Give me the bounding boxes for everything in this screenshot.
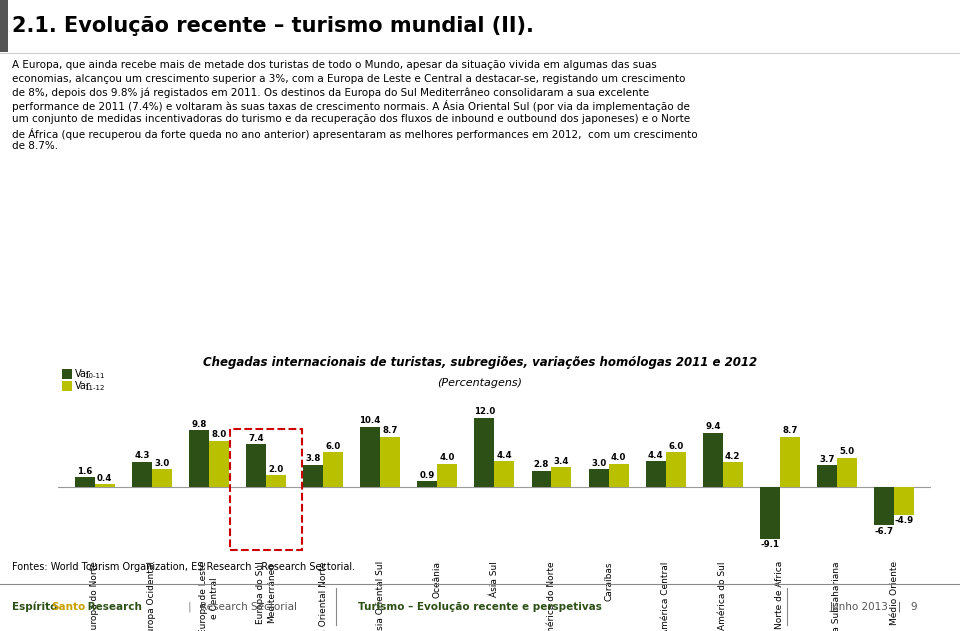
Text: 8.7: 8.7	[782, 426, 798, 435]
Bar	[494, 461, 515, 487]
Text: 0.4: 0.4	[97, 474, 112, 483]
Bar	[894, 487, 914, 515]
Text: Var: Var	[75, 369, 91, 379]
Text: A Europa, que ainda recebe mais de metade dos turistas de todo o Mundo, apesar d: A Europa, que ainda recebe mais de metad…	[12, 60, 657, 70]
Bar	[609, 464, 629, 487]
Text: 8.0: 8.0	[211, 430, 227, 439]
Text: (Percentagens): (Percentagens)	[438, 378, 522, 388]
Text: performance de 2011 (7.4%) e voltaram às suas taxas de crescimento normais. A Ás: performance de 2011 (7.4%) e voltaram às…	[12, 100, 689, 112]
Text: 9.8: 9.8	[191, 420, 206, 429]
Bar	[723, 463, 743, 487]
Bar	[95, 485, 114, 487]
Text: 5.0: 5.0	[839, 447, 854, 456]
Bar	[380, 437, 400, 487]
Text: 8.7: 8.7	[382, 426, 398, 435]
Text: 6.0: 6.0	[325, 442, 341, 451]
Bar	[532, 471, 551, 487]
Bar	[360, 427, 380, 487]
Text: 4.4: 4.4	[648, 451, 663, 460]
Text: 3.0: 3.0	[155, 459, 169, 468]
Bar	[324, 452, 343, 487]
Text: 10.4: 10.4	[360, 416, 381, 425]
Bar	[474, 418, 494, 487]
Bar	[230, 429, 302, 550]
Text: 10-11: 10-11	[84, 374, 105, 379]
Text: 12.0: 12.0	[474, 407, 495, 416]
Text: -4.9: -4.9	[895, 516, 914, 525]
Bar	[75, 478, 95, 487]
Text: -6.7: -6.7	[875, 526, 894, 536]
Text: 4.3: 4.3	[134, 451, 150, 461]
Text: Santo: Santo	[51, 602, 85, 612]
Text: de 8%, depois dos 9.8% já registados em 2011. Os destinos da Europa do Sul Medit: de 8%, depois dos 9.8% já registados em …	[12, 87, 649, 98]
Bar	[780, 437, 800, 487]
Bar	[703, 433, 723, 487]
Bar	[266, 475, 286, 487]
Bar	[665, 452, 685, 487]
Text: um conjunto de medidas incentivadoras do turismo e da recuperação dos fluxos de : um conjunto de medidas incentivadoras do…	[12, 114, 689, 124]
Text: 4.4: 4.4	[496, 451, 513, 460]
Text: 9.4: 9.4	[705, 422, 721, 431]
Text: 4.0: 4.0	[440, 453, 455, 462]
Bar	[760, 487, 780, 539]
Text: Research: Research	[84, 602, 142, 612]
Bar	[189, 430, 209, 487]
Bar	[132, 462, 152, 487]
Text: 11-12: 11-12	[84, 386, 105, 391]
Bar	[837, 458, 857, 487]
Text: 7.4: 7.4	[249, 433, 264, 442]
Text: |: |	[187, 602, 191, 612]
Bar	[817, 465, 837, 487]
Bar	[62, 369, 72, 379]
Text: -9.1: -9.1	[760, 540, 780, 550]
Text: de África (que recuperou da forte queda no ano anterior) apresentaram as melhore: de África (que recuperou da forte queda …	[12, 127, 697, 139]
Text: 3.4: 3.4	[554, 457, 569, 466]
Text: 3.0: 3.0	[591, 459, 606, 468]
Bar	[418, 481, 438, 487]
Text: 0.9: 0.9	[420, 471, 435, 480]
Bar	[588, 469, 609, 487]
Text: de 8.7%.: de 8.7%.	[12, 141, 58, 151]
Bar	[62, 381, 72, 391]
Text: Research Sectorial: Research Sectorial	[200, 602, 297, 612]
Text: Var: Var	[75, 380, 91, 391]
Text: 2.1. Evolução recente – turismo mundial (II).: 2.1. Evolução recente – turismo mundial …	[12, 16, 534, 36]
Bar	[875, 487, 894, 525]
Text: Chegadas internacionais de turistas, subregiões, variações homólogas 2011 e 2012: Chegadas internacionais de turistas, sub…	[203, 356, 757, 369]
Bar	[152, 469, 172, 487]
Bar	[0, 0, 8, 52]
Bar	[246, 444, 266, 487]
Text: 3.8: 3.8	[305, 454, 321, 463]
Bar	[551, 467, 571, 487]
Text: Turismo – Evolução recente e perspetivas: Turismo – Evolução recente e perspetivas	[358, 602, 602, 612]
Text: 4.0: 4.0	[611, 453, 626, 462]
Bar	[438, 464, 457, 487]
Text: 3.7: 3.7	[819, 455, 835, 464]
Text: 2.8: 2.8	[534, 460, 549, 469]
Bar	[209, 440, 228, 487]
Text: 2.0: 2.0	[269, 464, 283, 474]
Text: 1.6: 1.6	[77, 467, 92, 476]
Text: 4.2: 4.2	[725, 452, 740, 461]
Text: Junho 2013   |   9: Junho 2013 | 9	[829, 602, 918, 612]
Text: Fontes: World Tourism Organization, ES Research - Research Sectorial.: Fontes: World Tourism Organization, ES R…	[12, 562, 354, 572]
Text: Espírito: Espírito	[12, 602, 57, 612]
Text: economias, alcançou um crescimento superior a 3%, com a Europa de Leste e Centra: economias, alcançou um crescimento super…	[12, 73, 684, 83]
Text: 6.0: 6.0	[668, 442, 684, 451]
Bar	[303, 465, 324, 487]
Bar	[646, 461, 665, 487]
